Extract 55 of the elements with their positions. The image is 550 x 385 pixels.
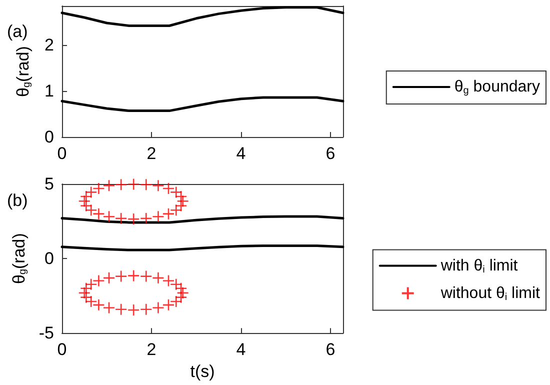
point [114,212,128,225]
y-tick-label: -5 [38,324,54,343]
x-tick-label: 4 [236,144,246,163]
point [152,210,164,223]
y-tick-label: 0 [44,128,54,146]
point [84,278,98,290]
chart-title: (b) [7,191,28,210]
point [140,303,152,316]
point [152,302,164,314]
point [174,200,188,212]
x-tick-label: 0 [57,144,67,163]
y-axis-title: θg(rad) [14,46,32,97]
point [162,298,175,312]
point [78,286,91,299]
point [78,194,91,208]
point [127,304,140,316]
x-tick-label: 0 [57,340,67,360]
y-tick-label: 5 [44,174,54,194]
point [140,178,152,191]
point [102,272,116,284]
point [140,212,152,225]
point [127,270,140,282]
point [114,303,128,316]
point [114,270,128,282]
x-tick-label: 2 [146,340,156,360]
point [102,302,116,314]
x-tick-label: 4 [236,340,246,360]
point [84,186,98,198]
point [127,178,140,190]
point [92,182,105,195]
point [92,274,105,287]
point [80,282,92,295]
point [140,270,152,282]
y-tick-label: 2 [44,36,54,55]
point [152,272,164,284]
point [80,190,92,203]
y-tick-label: 1 [44,82,54,101]
x-tick-label: 6 [326,340,336,360]
y-axis-title: θg(rad) [9,233,28,284]
text: (a) [7,22,28,41]
point [102,179,116,192]
point [176,194,189,208]
point [114,178,128,191]
line-series [60,96,344,112]
point [102,210,116,223]
point [162,208,175,220]
point [170,204,182,216]
point [127,212,140,226]
y-tick-label: 0 [44,249,54,268]
x-tick-label: 2 [146,144,156,163]
point [170,295,182,308]
x-tick-label: 6 [326,144,336,163]
point [174,291,188,304]
x-axis-title: t(s) [190,362,215,381]
point [152,179,164,192]
